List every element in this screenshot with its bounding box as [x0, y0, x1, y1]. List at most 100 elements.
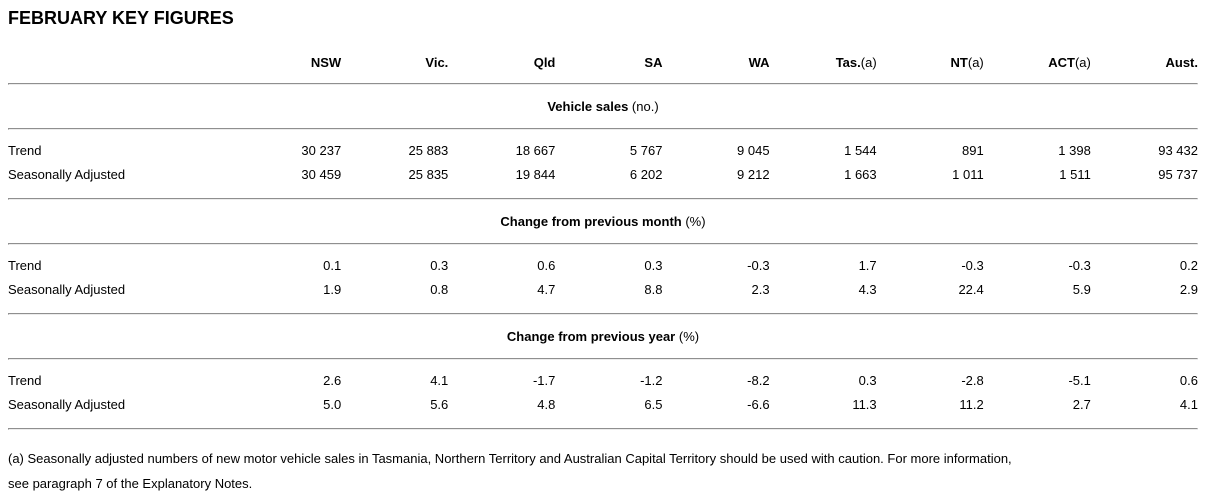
section-header-row: Change from previous month (%): [8, 200, 1198, 243]
cell-value: -0.3: [1068, 258, 1091, 273]
cell-value: -6.6: [747, 397, 770, 412]
cell-value: 25 883: [408, 143, 449, 158]
cell-value: 93 432: [1158, 143, 1198, 158]
column-header-act: ACT(a): [1048, 55, 1091, 70]
cell-value: -0.3: [961, 258, 984, 273]
cell-value: 4.1: [1179, 397, 1198, 412]
column-header-vic: Vic.: [425, 55, 449, 70]
footnote: (a) Seasonally adjusted numbers of new m…: [8, 446, 1198, 496]
cell-value: 1 011: [952, 167, 984, 182]
cell-value: 2.9: [1179, 282, 1198, 297]
cell-value: 11.3: [852, 397, 877, 412]
section-divider: [8, 182, 1198, 200]
cell-value: 30 237: [301, 143, 342, 158]
horizontal-rule: [8, 358, 1198, 360]
cell-value: 18 667: [515, 143, 556, 158]
cell-value: 9 045: [737, 143, 770, 158]
cell-value: 8.8: [644, 282, 663, 297]
column-header-tas: Tas.(a): [835, 55, 877, 70]
table-row-trend: Trend 2.6 4.1 -1.7 -1.2 -8.2 0.3 -2.8 -5…: [8, 360, 1198, 388]
cell-value: 25 835: [408, 167, 449, 182]
section-title-change-year: Change from previous year (%): [506, 329, 700, 344]
cell-value: 30 459: [301, 167, 342, 182]
horizontal-rule: [8, 128, 1198, 130]
cell-value: 2.3: [751, 282, 770, 297]
cell-value: 5.6: [430, 397, 449, 412]
row-label: Seasonally Adjusted: [8, 397, 126, 412]
column-header-nsw: NSW: [310, 55, 342, 70]
cell-value: 0.3: [430, 258, 449, 273]
row-label: Trend: [8, 258, 42, 273]
cell-value: 6 202: [629, 167, 663, 182]
column-header-sa: SA: [644, 55, 663, 70]
cell-value: 0.1: [323, 258, 342, 273]
cell-value: 1 663: [844, 167, 877, 182]
table-row-trend: Trend 0.1 0.3 0.6 0.3 -0.3 1.7 -0.3 -0.3…: [8, 245, 1198, 273]
table-row-seasonally-adjusted: Seasonally Adjusted 30 459 25 835 19 844…: [8, 158, 1198, 182]
section-header-row: Vehicle sales (no.): [8, 85, 1198, 128]
table-row-trend: Trend 30 237 25 883 18 667 5 767 9 045 1…: [8, 130, 1198, 158]
row-label: Trend: [8, 143, 42, 158]
column-header-qld: Qld: [533, 55, 556, 70]
section-divider: [8, 412, 1198, 430]
cell-value: 5.0: [323, 397, 342, 412]
column-header-row: NSW Vic. Qld SA WA Tas.(a) NT(a) ACT(a) …: [8, 55, 1198, 83]
section-divider: [8, 83, 1198, 85]
section-header-row: Change from previous year (%): [8, 315, 1198, 358]
cell-value: -1.2: [640, 373, 663, 388]
cell-value: -5.1: [1068, 373, 1091, 388]
cell-value: 11.2: [959, 397, 984, 412]
row-label: Seasonally Adjusted: [8, 167, 126, 182]
row-label: Seasonally Adjusted: [8, 282, 126, 297]
horizontal-rule: [8, 83, 1198, 85]
cell-value: -0.3: [747, 258, 770, 273]
page-title: FEBRUARY KEY FIGURES: [8, 8, 234, 28]
cell-value: -1.7: [532, 373, 556, 388]
cell-value: 2.6: [323, 373, 342, 388]
cell-value: 5 767: [629, 143, 663, 158]
key-figures-table: NSW Vic. Qld SA WA Tas.(a) NT(a) ACT(a) …: [8, 55, 1198, 430]
cell-value: 0.2: [1179, 258, 1198, 273]
column-header-nt: NT(a): [950, 55, 984, 70]
cell-value: 891: [962, 143, 984, 158]
cell-value: 0.8: [430, 282, 449, 297]
cell-value: 1 398: [1058, 143, 1091, 158]
row-label: Trend: [8, 373, 42, 388]
horizontal-rule: [8, 428, 1198, 430]
cell-value: 1.7: [858, 258, 877, 273]
section-title-vehicle-sales: Vehicle sales (no.): [547, 99, 659, 114]
footnote-line-1: (a) Seasonally adjusted numbers of new m…: [8, 451, 1012, 466]
cell-value: 5.9: [1072, 282, 1091, 297]
cell-value: 1.9: [323, 282, 342, 297]
cell-value: 95 737: [1158, 167, 1198, 182]
cell-value: 6.5: [644, 397, 663, 412]
cell-value: 0.3: [644, 258, 663, 273]
cell-value: -2.8: [961, 373, 984, 388]
column-header-aust: Aust.: [1165, 55, 1199, 70]
cell-value: 22.4: [958, 282, 984, 297]
cell-value: 4.3: [858, 282, 877, 297]
section-title-change-month: Change from previous month (%): [500, 214, 706, 229]
column-header-wa: WA: [748, 55, 770, 70]
cell-value: 19 844: [515, 167, 556, 182]
cell-value: 4.7: [537, 282, 556, 297]
cell-value: 2.7: [1072, 397, 1091, 412]
cell-value: 4.8: [537, 397, 556, 412]
cell-value: 0.6: [1179, 373, 1198, 388]
cell-value: 0.3: [858, 373, 877, 388]
section-divider: [8, 128, 1198, 130]
footnote-line-2: see paragraph 7 of the Explanatory Notes…: [8, 476, 253, 491]
cell-value: 0.6: [537, 258, 556, 273]
cell-value: 9 212: [737, 167, 770, 182]
table-row-seasonally-adjusted: Seasonally Adjusted 5.0 5.6 4.8 6.5 -6.6…: [8, 388, 1198, 412]
horizontal-rule: [8, 198, 1198, 200]
cell-value: 1 511: [1059, 167, 1091, 182]
cell-value: 1 544: [844, 143, 877, 158]
column-header-empty: [8, 55, 234, 83]
horizontal-rule: [8, 313, 1198, 315]
table-row-seasonally-adjusted: Seasonally Adjusted 1.9 0.8 4.7 8.8 2.3 …: [8, 273, 1198, 297]
cell-value: 4.1: [430, 373, 449, 388]
section-divider: [8, 297, 1198, 315]
section-divider: [8, 243, 1198, 245]
